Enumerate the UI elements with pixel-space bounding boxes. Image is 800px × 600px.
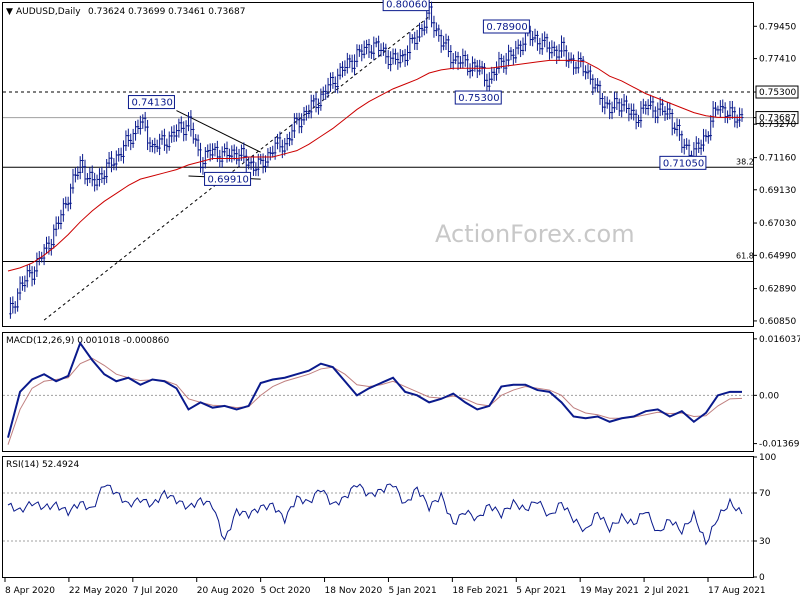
date-tick-label: 5 Apr 2021 [516,586,566,596]
price-tick-label: 0.67030 [759,219,796,229]
watermark: ActionForex.com [435,220,635,248]
price-tick-label: 0.79450 [759,22,796,32]
fib-label: 38.2 [736,157,754,166]
rsi-tick-label: 0 [759,573,765,583]
rsi-title: RSI(14) 52.4924 [6,460,79,470]
date-tick-label: 18 Feb 2021 [452,586,508,596]
fib-label: 61.8 [736,252,754,261]
symbol-label: AUDUSD,Daily [16,7,81,17]
symbol-indicator-icon: ▼ [6,7,13,17]
ma-line [7,59,742,272]
date-tick-label: 20 Aug 2020 [197,586,255,596]
macd-series [3,341,753,445]
level-label: 0.80060 [386,0,427,11]
macd-tick-label: 0.016037 [759,335,800,345]
rsi-tick-label: 70 [759,489,771,499]
rsi-tick-label: 30 [759,537,771,547]
price-reference-lines: 38.2 61.8 [3,91,754,263]
date-tick-label: 18 Nov 2020 [325,586,383,596]
date-tick-label: 19 May 2021 [580,586,639,596]
date-axis: 8 Apr 2020 22 May 2020 7 Jul 2020 20 Aug 20… [4,578,766,596]
level-label: 0.69910 [208,174,249,185]
moving-average [7,59,742,272]
price-tag-box [755,85,799,99]
price-tick-label: 0.77410 [759,55,796,65]
price-tick-label: 0.62890 [759,285,796,295]
rsi-series [3,483,753,546]
level-annotations: 0.80060 0.78900 0.75300 0.74130 0.69910 0.710… [127,0,707,186]
ohlc-values: 0.73624 0.73699 0.73461 0.73687 [88,7,245,17]
price-tick-label: 0.75300 [759,88,796,98]
rsi-tick-label: 100 [759,453,776,463]
price-panel [2,2,754,327]
level-label-box [482,19,530,34]
price-tick-label: 0.71160 [759,154,796,164]
date-tick-label: 7 Jul 2020 [133,586,178,596]
level-label-box [454,90,502,105]
level-label: 0.75300 [458,93,499,104]
level-label-box [659,155,707,170]
date-tick-label: 2 Jul 2021 [644,586,689,596]
price-tick-label: 0.64990 [759,251,796,261]
macd-tick-label: 0.00 [759,391,779,401]
macd-panel [2,332,754,452]
date-tick-label: 5 Jan 2021 [388,586,436,596]
level-label: 0.78900 [486,22,527,33]
macd-title: MACD(12,26,9) 0.001018 -0.000860 [6,336,169,346]
fib-trendline [43,16,430,321]
date-tick-label: 5 Oct 2020 [261,586,311,596]
price-tick-label: 0.73687 [759,114,796,124]
level-label-box [204,171,252,186]
date-tick-label: 17 Aug 2021 [708,586,766,596]
price-tick-label: 0.60850 [759,317,796,327]
level-label: 0.71050 [663,158,704,169]
level-label-box [127,95,175,110]
macd-tick-label: -0.013697 [759,440,800,450]
price-tick-label: 0.73270 [759,120,796,130]
date-tick-label: 22 May 2020 [69,586,128,596]
level-label-box [382,0,430,12]
date-tick-label: 8 Apr 2020 [5,586,55,596]
price-tick-label: 0.69130 [759,186,796,196]
macd-axis: 0.016037 0.00 -0.013697 [753,335,800,450]
macd-line [7,341,742,438]
price-tag-box [755,111,799,125]
rsi-line [7,483,743,546]
level-label: 0.74130 [131,98,172,109]
rsi-panel [2,456,754,578]
rsi-axis: 100 70 30 0 [753,453,776,583]
